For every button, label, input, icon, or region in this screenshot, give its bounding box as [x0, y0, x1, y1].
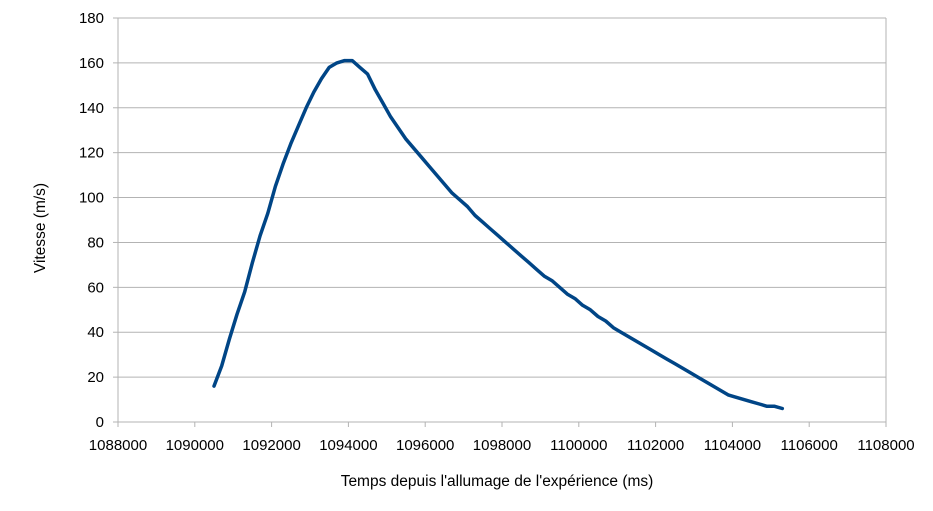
x-tick-label: 1108000	[857, 437, 914, 454]
x-tick-label: 1096000	[396, 437, 454, 454]
y-axis-title: Vitesse (m/s)	[32, 183, 49, 273]
x-tick-label: 1090000	[166, 437, 224, 454]
series-line	[212, 58, 785, 411]
x-tick-label: 1088000	[89, 437, 147, 454]
y-tick-label: 20	[87, 369, 104, 386]
x-tick-label: 1092000	[242, 437, 300, 454]
x-tick-label: 1098000	[473, 437, 531, 454]
y-tick-label: 160	[79, 55, 104, 72]
y-tick-label: 60	[87, 279, 104, 296]
x-tick-label: 1102000	[627, 437, 684, 454]
x-tick-label: 1094000	[319, 437, 377, 454]
x-tick-label: 1100000	[550, 437, 607, 454]
x-axis-title: Temps depuis l'allumage de l'expérience …	[341, 473, 654, 490]
y-tick-label: 80	[87, 234, 104, 251]
y-tick-label: 120	[79, 145, 104, 162]
gridlines	[113, 17, 887, 427]
y-tick-label: 100	[79, 190, 104, 207]
y-tick-label: 40	[87, 324, 104, 341]
x-tick-label: 1106000	[781, 437, 838, 454]
tick-labels: 0 20 40 60 80 100 120 140 160 180 1088000 1090000 10…	[79, 10, 915, 454]
y-tick-label: 0	[96, 414, 104, 431]
y-tick-label: 180	[79, 10, 104, 27]
x-tick-label: 1104000	[704, 437, 761, 454]
y-tick-label: 140	[79, 100, 104, 117]
